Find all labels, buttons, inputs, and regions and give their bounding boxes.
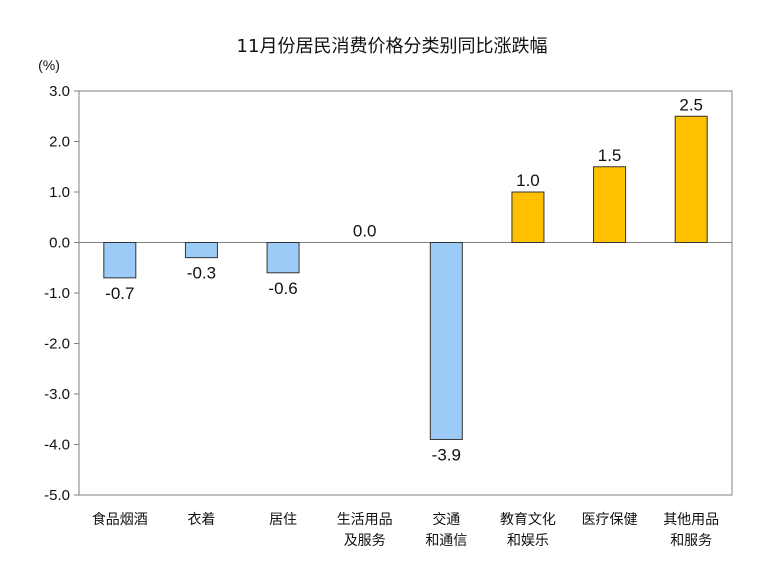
value-label: -0.7 [105, 284, 134, 303]
category-label: 其他用品 [663, 512, 719, 528]
category-label: 衣着 [187, 512, 215, 528]
category-label: 居住 [269, 512, 297, 528]
bar [674, 115, 708, 243]
y-tick-label: -4.0 [44, 437, 70, 454]
category-label: 交通 [432, 511, 460, 528]
y-tick-label: -1.0 [44, 285, 70, 302]
bars [103, 115, 708, 440]
value-labels: -0.7 -0.3 -0.6 0.0 -3.9 1.0 1.5 2.5 [105, 95, 703, 464]
y-tick-label: -5.0 [44, 487, 70, 504]
bar [429, 242, 463, 440]
category-label: 和娱乐 [507, 533, 549, 549]
y-tick-label: -2.0 [44, 336, 70, 353]
bar [511, 191, 545, 243]
category-label: 医疗保健 [582, 512, 638, 528]
y-tick-label: 0.0 [49, 235, 70, 252]
category-label: 食品烟酒 [92, 511, 148, 528]
category-label: 教育文化 [500, 512, 556, 528]
y-tick-label: 2.0 [49, 134, 70, 151]
y-axis-unit: (%) [38, 57, 60, 73]
y-tick-label: 3.0 [49, 83, 70, 100]
value-label: -0.3 [187, 264, 216, 283]
y-tick-label: 1.0 [49, 184, 70, 201]
value-label: 2.5 [679, 95, 703, 114]
y-axis: 3.0 2.0 1.0 0.0 -1.0 -2.0 -3.0 -4.0 -5.0 [44, 83, 79, 504]
plot-area-frame [78, 90, 733, 496]
bar [266, 242, 300, 274]
value-label: 1.0 [516, 171, 540, 190]
y-tick-label: -3.0 [44, 386, 70, 403]
chart-title: 11月份居民消费价格分类别同比涨跌幅 [237, 36, 548, 57]
value-label: 0.0 [353, 222, 377, 241]
category-label: 和通信 [425, 533, 467, 549]
category-label: 和服务 [670, 533, 712, 549]
category-label: 及服务 [344, 533, 386, 549]
bar [103, 242, 137, 279]
category-label: 生活用品 [337, 512, 393, 528]
value-label: 1.5 [598, 146, 622, 165]
value-label: -0.6 [268, 279, 297, 298]
bar [184, 242, 218, 259]
bar [593, 166, 627, 243]
value-label: -3.9 [432, 445, 461, 464]
